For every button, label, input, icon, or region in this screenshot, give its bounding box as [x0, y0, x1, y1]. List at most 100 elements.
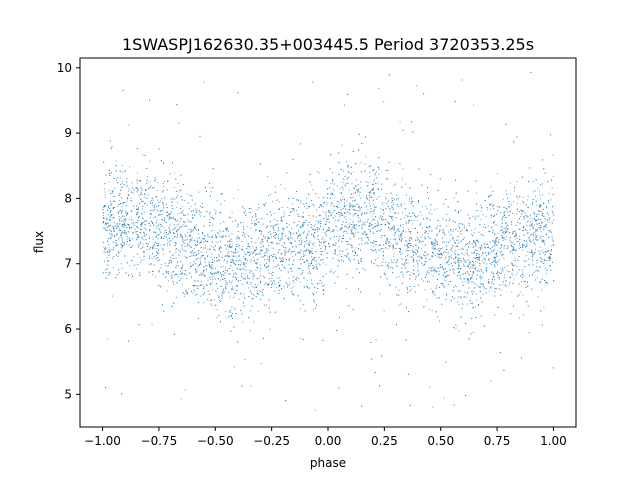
scatter-point	[392, 267, 394, 269]
scatter-point	[491, 281, 493, 282]
scatter-point	[444, 234, 446, 236]
scatter-point	[226, 262, 228, 264]
scatter-point	[308, 230, 310, 232]
scatter-point	[431, 270, 433, 272]
scatter-point	[353, 250, 355, 252]
scatter-point	[336, 229, 338, 231]
scatter-point	[183, 242, 185, 244]
scatter-point	[175, 242, 177, 244]
scatter-point	[334, 219, 336, 221]
scatter-point	[111, 258, 113, 260]
scatter-point	[171, 276, 173, 278]
scatter-point	[154, 231, 156, 233]
scatter-point	[225, 267, 227, 269]
scatter-point	[361, 232, 363, 234]
scatter-point	[432, 252, 434, 254]
scatter-point	[236, 238, 238, 240]
scatter-point	[177, 234, 178, 236]
scatter-point	[446, 241, 448, 243]
scatter-point	[551, 187, 553, 189]
scatter-point	[108, 260, 110, 262]
scatter-point	[371, 196, 373, 198]
scatter-point	[334, 249, 336, 251]
scatter-point	[432, 292, 434, 294]
scatter-point	[124, 220, 126, 222]
scatter-point	[136, 212, 138, 213]
scatter-point	[105, 229, 107, 231]
scatter-point	[531, 224, 533, 226]
scatter-point	[138, 216, 140, 218]
scatter-point	[472, 246, 474, 248]
scatter-point	[167, 265, 169, 267]
scatter-point	[437, 225, 438, 227]
scatter-point	[361, 239, 363, 241]
scatter-point	[115, 242, 117, 244]
scatter-point	[527, 232, 529, 234]
scatter-point	[522, 244, 524, 246]
scatter-point	[502, 198, 504, 200]
scatter-point	[477, 257, 479, 259]
scatter-point	[274, 237, 276, 239]
scatter-point	[296, 233, 298, 235]
scatter-point	[156, 234, 158, 236]
scatter-point	[177, 213, 179, 214]
scatter-point	[293, 286, 295, 288]
scatter-point	[397, 241, 399, 243]
scatter-point	[348, 258, 349, 259]
scatter-point	[349, 213, 351, 215]
scatter-point	[475, 215, 477, 217]
scatter-point	[445, 257, 447, 259]
scatter-point	[420, 256, 422, 258]
scatter-point	[311, 259, 313, 261]
scatter-point	[314, 232, 316, 234]
scatter-point	[183, 295, 185, 297]
scatter-point	[104, 197, 106, 199]
scatter-point	[184, 221, 186, 223]
scatter-point	[220, 273, 222, 275]
scatter-point	[508, 206, 509, 208]
scatter-point	[146, 167, 148, 169]
scatter-point	[121, 164, 123, 166]
scatter-point	[283, 228, 285, 230]
scatter-point	[463, 254, 465, 256]
scatter-point	[539, 266, 541, 268]
scatter-point	[139, 241, 141, 243]
scatter-point	[445, 280, 447, 281]
scatter-point	[433, 209, 435, 211]
scatter-point	[110, 236, 112, 238]
scatter-point	[154, 187, 156, 189]
scatter-point	[155, 242, 157, 244]
scatter-point	[490, 380, 492, 382]
scatter-point	[476, 192, 478, 194]
scatter-point	[260, 256, 262, 258]
scatter-point	[529, 229, 531, 231]
scatter-point	[312, 189, 314, 191]
scatter-point	[253, 252, 254, 254]
scatter-point	[514, 249, 516, 251]
scatter-point	[274, 234, 276, 236]
scatter-point	[399, 247, 401, 249]
scatter-point	[464, 245, 466, 247]
scatter-point	[368, 166, 370, 168]
scatter-point	[498, 278, 500, 280]
scatter-point	[434, 255, 436, 257]
scatter-point	[283, 250, 285, 252]
scatter-point	[183, 249, 185, 251]
scatter-point	[170, 201, 172, 203]
scatter-point	[125, 272, 127, 274]
scatter-point	[436, 249, 438, 251]
scatter-point	[172, 238, 174, 240]
scatter-point	[487, 230, 489, 232]
scatter-point	[497, 261, 499, 263]
scatter-point	[424, 238, 426, 240]
scatter-point	[333, 272, 335, 274]
scatter-point	[409, 187, 411, 189]
scatter-point	[247, 243, 249, 245]
scatter-point	[267, 259, 269, 261]
scatter-point	[356, 189, 358, 190]
scatter-point	[534, 252, 536, 254]
scatter-point	[196, 241, 198, 243]
scatter-point	[270, 286, 272, 288]
scatter-point	[329, 228, 331, 229]
scatter-point	[475, 218, 477, 220]
